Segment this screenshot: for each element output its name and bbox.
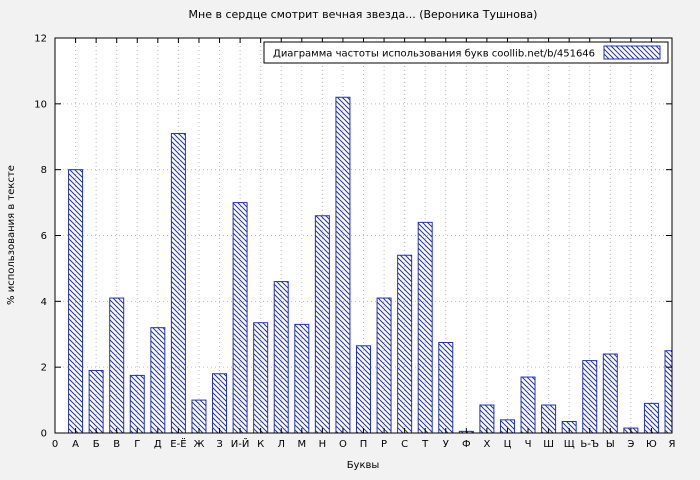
x-tick-label: З [216, 439, 222, 450]
bar-Ю [643, 402, 659, 433]
x-tick-label: К [257, 439, 264, 450]
x-tick-label: Т [421, 439, 429, 450]
y-tick-label: 2 [41, 363, 47, 374]
bar-Е-Ё [170, 132, 186, 433]
x-tick-label: Н [319, 439, 327, 450]
x-tick-label: Я [669, 439, 676, 450]
legend-box [263, 41, 669, 64]
bar-З [212, 373, 228, 433]
bar-Т [417, 221, 433, 433]
x-tick-label: Л [277, 439, 285, 450]
bar-Л [273, 281, 289, 433]
bar-Б [88, 369, 104, 433]
x-tick-label: Ь-Ъ [580, 439, 599, 450]
x-tick-label: П [360, 439, 368, 450]
x-tick-label: Ж [194, 439, 205, 450]
x-tick-label: Э [627, 439, 634, 450]
y-tick-label: 6 [41, 231, 47, 242]
bar-Ж [191, 399, 207, 433]
y-tick-label: 12 [34, 34, 47, 45]
bar-Р [376, 297, 392, 433]
x-tick-label: Ц [504, 439, 512, 450]
y-tick-label: 10 [34, 99, 47, 110]
bar-Ь-Ъ [582, 360, 598, 433]
x-tick-label: Ю [646, 439, 657, 450]
bar-С [397, 254, 413, 433]
x-tick-label: Г [134, 439, 140, 450]
bar-И-Й [232, 202, 248, 433]
bar-В [109, 297, 125, 433]
x-tick-label: М [297, 439, 306, 450]
x-tick-label: Х [483, 439, 490, 450]
bar-Я [664, 350, 672, 433]
bar-Ш [541, 404, 557, 433]
x-tick-label-origin: 0 [52, 439, 58, 450]
x-tick-label: Д [154, 439, 162, 450]
y-tick-label: 8 [41, 165, 47, 176]
x-tick-label: Б [93, 439, 100, 450]
bar-Н [314, 215, 330, 433]
x-tick-label: Ш [543, 439, 554, 450]
legend: Диаграмма частоты использования букв coo… [263, 41, 669, 64]
x-tick-label: Ч [525, 439, 532, 450]
legend-label: Диаграмма частоты использования букв coo… [273, 49, 595, 60]
bar-Ы [602, 353, 618, 433]
bar-Ц [499, 419, 515, 433]
x-axis-label: Буквы [347, 460, 380, 471]
tick-labels: 0 А Б В Г Д Е-Ё Ж З И-Й К Л М Н О П Р С Т У Ф Х Ц Ч Ш Щ Ь-Ъ Ы Э Ю Я 0 2 4… [34, 34, 675, 451]
x-tick-label: С [401, 439, 408, 450]
bar-М [294, 323, 310, 433]
y-axis-label: % использования в тексте [6, 165, 17, 305]
bar-У [438, 341, 454, 433]
x-tick-label: Р [381, 439, 387, 450]
bars-group [68, 96, 672, 433]
chart-title: Мне в сердце смотрит вечная звезда... (В… [189, 8, 538, 21]
y-tick-label: 4 [41, 297, 47, 308]
bar-Д [150, 327, 166, 433]
bar-Х [479, 404, 495, 433]
x-tick-label: Ф [462, 439, 471, 450]
x-tick-label: В [113, 439, 120, 450]
x-tick-label: Е-Ё [170, 437, 186, 450]
x-tick-label: А [72, 439, 79, 450]
x-tick-label: Ы [606, 439, 615, 450]
x-tick-label: О [339, 439, 347, 450]
x-tick-label: Щ [564, 439, 575, 450]
bar-П [356, 345, 371, 433]
x-tick-label: У [443, 439, 449, 450]
bar-К [253, 322, 269, 433]
bar-О [335, 96, 351, 433]
bar-Г [129, 374, 145, 433]
y-tick-label: 0 [41, 429, 47, 440]
bar-А [68, 169, 84, 433]
bar-Ч [520, 376, 536, 433]
x-tick-label: И-Й [231, 437, 250, 450]
legend-hatch-swatch [603, 45, 661, 60]
